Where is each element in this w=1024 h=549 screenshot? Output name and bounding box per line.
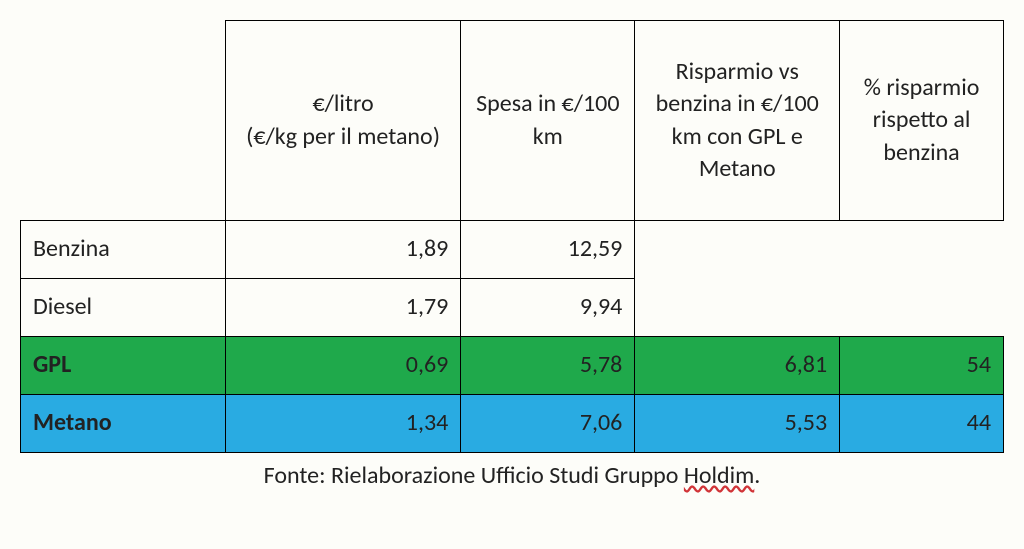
column-header: Risparmio vs benzina in €/100 km con GPL… <box>635 21 840 221</box>
row-label: Metano <box>21 395 226 453</box>
table-cell: 44 <box>840 395 1004 453</box>
table-row: GPL0,695,786,8154 <box>21 337 1004 395</box>
table-cell: 1,79 <box>225 279 461 337</box>
table-caption: Fonte: Rielaborazione Ufficio Studi Grup… <box>20 461 1004 490</box>
table-cell: 7,06 <box>461 395 635 453</box>
fuel-cost-table: €/litro(€/kg per il metano)Spesa in €/10… <box>20 20 1004 453</box>
table-cell <box>635 279 840 337</box>
table-header-row: €/litro(€/kg per il metano)Spesa in €/10… <box>21 21 1004 221</box>
table-cell: 12,59 <box>461 221 635 279</box>
table-row: Diesel1,799,94 <box>21 279 1004 337</box>
header-blank <box>21 21 226 221</box>
table-cell: 9,94 <box>461 279 635 337</box>
caption-prefix: Fonte: Rielaborazione Ufficio Studi Grup… <box>264 461 684 490</box>
row-label: GPL <box>21 337 226 395</box>
caption-suffix: . <box>754 461 760 490</box>
table-cell <box>635 221 840 279</box>
table-cell: 5,78 <box>461 337 635 395</box>
table-cell: 54 <box>840 337 1004 395</box>
column-header: % risparmio rispetto al benzina <box>840 21 1004 221</box>
table-cell: 1,89 <box>225 221 461 279</box>
table-cell <box>840 279 1004 337</box>
table-row: Metano1,347,065,5344 <box>21 395 1004 453</box>
column-header: €/litro(€/kg per il metano) <box>225 21 461 221</box>
row-label: Diesel <box>21 279 226 337</box>
table-cell <box>840 221 1004 279</box>
table-cell: 5,53 <box>635 395 840 453</box>
table-cell: 0,69 <box>225 337 461 395</box>
caption-source-name: Holdim <box>684 461 754 490</box>
table-row: Benzina1,8912,59 <box>21 221 1004 279</box>
column-header: Spesa in €/100 km <box>461 21 635 221</box>
table-cell: 1,34 <box>225 395 461 453</box>
table-cell: 6,81 <box>635 337 840 395</box>
row-label: Benzina <box>21 221 226 279</box>
